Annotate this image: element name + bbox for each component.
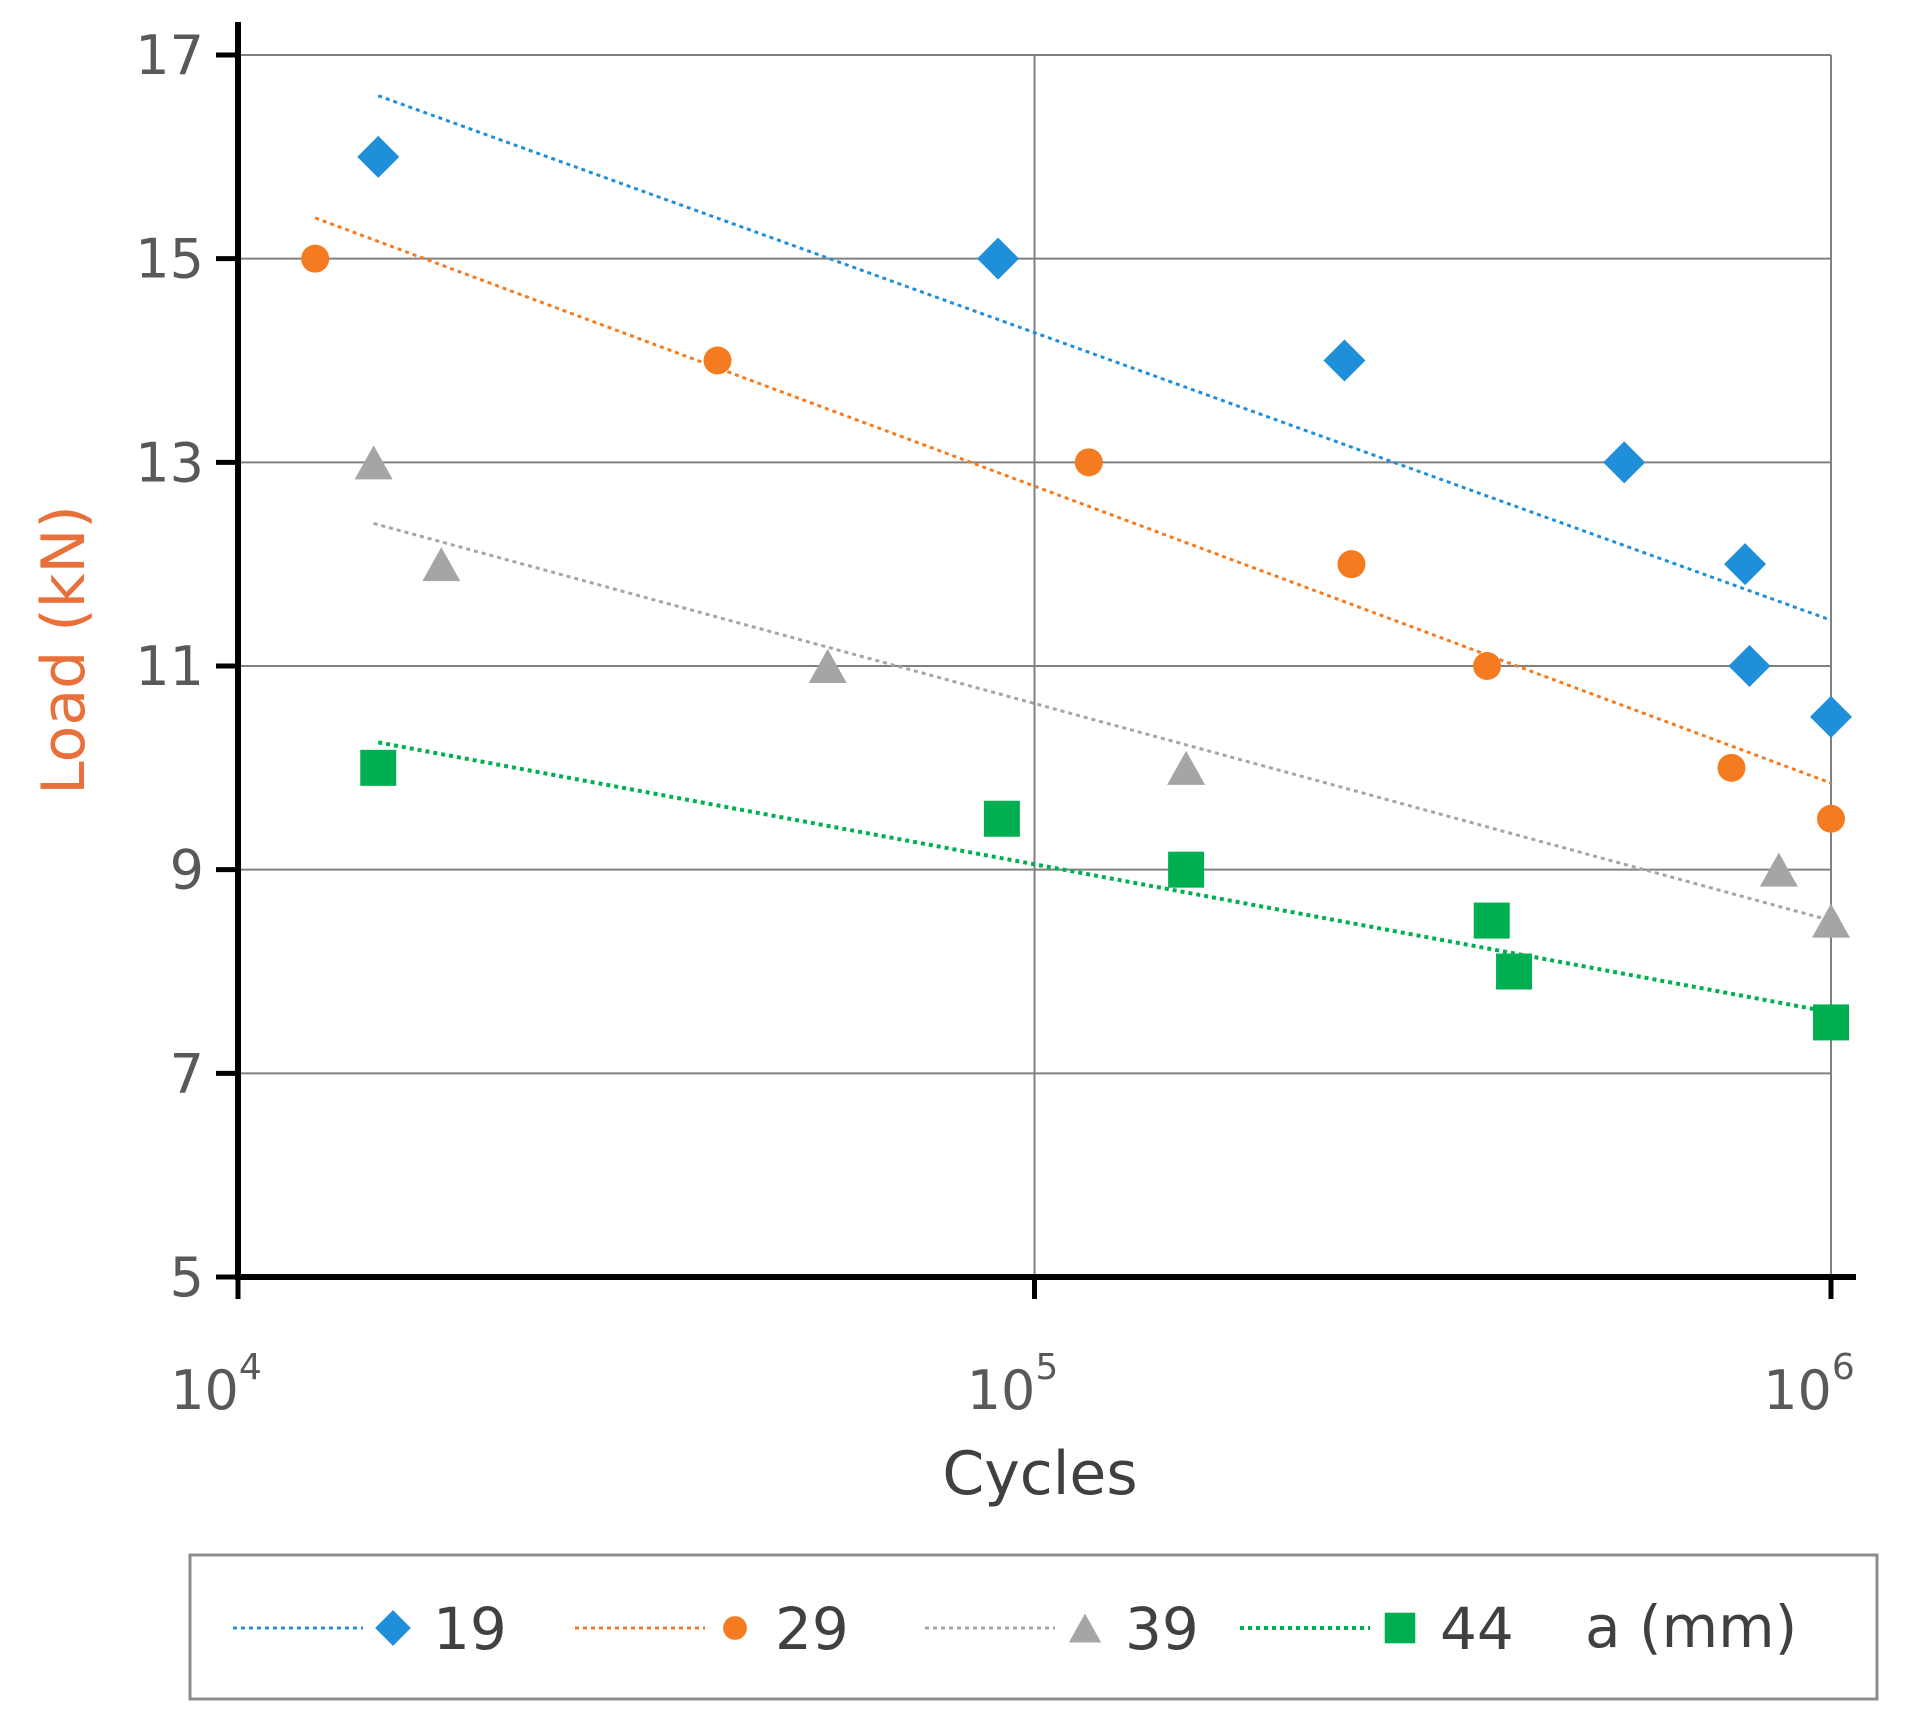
point-39 [354,445,393,480]
trendline-44 [377,740,1832,1015]
point-19 [1728,645,1771,687]
legend-marker-39 [1068,1613,1102,1643]
legend-label-19: 19 [433,1595,507,1663]
y-tick-label: 17 [135,24,204,87]
legend-marker-44 [1384,1612,1416,1644]
legend-label-29: 29 [775,1595,849,1663]
grid-lines [238,54,1832,1277]
trendline-29 [314,216,1832,785]
point-29 [1717,753,1746,782]
point-44 [1496,953,1533,990]
point-39 [1812,903,1850,938]
point-44 [1473,902,1510,939]
y-axis-title: Load (kN) [29,505,99,794]
point-29 [703,346,732,375]
y-tick-label: 11 [135,635,204,698]
legend-marker-19 [375,1610,411,1646]
point-44 [1813,1004,1849,1041]
data-points [301,135,1852,1041]
x-tick-label: 104 [170,1347,262,1422]
point-29 [1473,652,1502,680]
trendline-19 [377,94,1832,622]
point-39 [1759,852,1798,887]
point-19 [357,135,400,178]
legend-marker-29 [723,1616,747,1640]
legend-title: a (mm) [1585,1593,1797,1661]
y-tick-label: 15 [135,228,204,291]
legend-box [188,1553,1879,1701]
trend-lines [314,94,1832,1015]
point-29 [1337,550,1366,579]
y-tick-label: 5 [170,1246,204,1309]
y-tick-label: 9 [170,839,204,902]
x-axis-title: Cycles [942,1439,1137,1509]
axes [216,22,1856,1299]
x-tick-label: 106 [1763,1347,1855,1422]
y-tick-label: 7 [170,1042,204,1105]
legend-label-39: 39 [1125,1595,1199,1663]
legend-label-44: 44 [1440,1595,1514,1663]
point-39 [1167,750,1206,785]
point-19 [1810,695,1852,738]
tick-labels: 5 7 9 11 13 15 17 104 105 106 [135,24,1855,1422]
point-29 [301,244,330,273]
trendline-39 [373,521,1832,923]
x-tick-label: 105 [967,1347,1059,1422]
point-19 [1603,441,1646,484]
point-39 [808,649,847,683]
point-19 [977,237,1020,280]
point-44 [360,749,397,786]
point-44 [1168,851,1205,888]
point-29 [1817,804,1845,833]
point-29 [1074,448,1103,477]
y-tick-label: 13 [135,431,204,494]
point-44 [983,800,1020,837]
legend: 19 29 39 44 a (mm) [188,1553,1879,1701]
point-19 [1323,339,1366,382]
point-19 [1724,543,1767,586]
point-39 [422,547,461,582]
